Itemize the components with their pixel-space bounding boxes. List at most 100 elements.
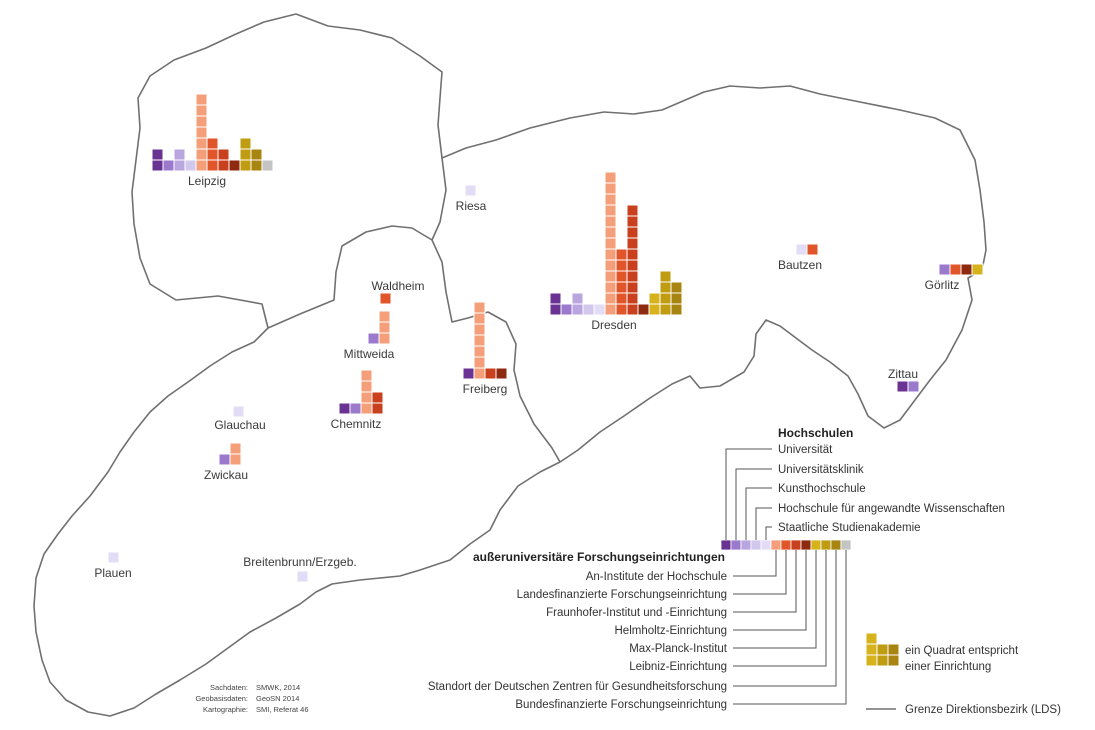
institution-square xyxy=(626,292,639,305)
institution-square xyxy=(378,321,391,334)
legend-item-label: Helmholtz-Einrichtung xyxy=(615,625,728,637)
institution-square xyxy=(107,551,120,564)
city-cluster xyxy=(296,570,309,583)
institution-square xyxy=(604,193,617,206)
city-label: Plauen xyxy=(94,566,131,580)
institution-square xyxy=(371,391,384,404)
institution-square xyxy=(648,292,661,305)
institution-square xyxy=(250,159,263,172)
institution-square xyxy=(604,303,617,316)
institution-square xyxy=(484,367,497,380)
legend-item-label: Staatliche Studienakademie xyxy=(778,522,921,534)
institution-square xyxy=(229,453,242,466)
district-borders xyxy=(33,13,987,717)
city-labels: Leipzig Riesa Dresden Bautzen Görlitz Zittau W… xyxy=(94,174,959,580)
institution-square xyxy=(626,248,639,261)
city-label: Görlitz xyxy=(925,278,960,292)
legend-swatch xyxy=(810,539,822,551)
city-label: Riesa xyxy=(456,199,487,213)
institution-square xyxy=(195,126,208,139)
institution-square xyxy=(239,148,252,161)
institution-square xyxy=(659,281,672,294)
institution-square xyxy=(615,303,628,316)
institution-square xyxy=(360,369,373,382)
city-cluster xyxy=(151,93,274,172)
institution-square xyxy=(239,137,252,150)
city-cluster xyxy=(218,442,242,466)
legend-leader xyxy=(733,550,777,577)
institution-square xyxy=(250,148,263,161)
city-label: Waldheim xyxy=(372,279,425,293)
legend-quadrat-line1: ein Quadrat entspricht xyxy=(905,645,1019,657)
institution-square xyxy=(296,570,309,583)
institution-square xyxy=(626,204,639,217)
institution-square xyxy=(659,270,672,283)
legend-leader xyxy=(745,487,772,540)
institution-square xyxy=(604,237,617,250)
institution-square xyxy=(795,243,808,256)
legend-example-square xyxy=(887,643,900,656)
institution-square xyxy=(473,312,486,325)
legend-example-square xyxy=(865,632,878,645)
legend-item-label: Standort der Deutschen Zentren für Gesun… xyxy=(428,681,727,693)
institution-square xyxy=(582,303,595,316)
city-cluster xyxy=(367,310,391,345)
city-cluster xyxy=(232,405,245,418)
institution-square xyxy=(229,442,242,455)
legend-swatch xyxy=(720,539,732,551)
institution-square xyxy=(604,270,617,283)
institution-square xyxy=(593,303,606,316)
legend-leader xyxy=(765,526,772,540)
city-label: Zwickau xyxy=(204,468,248,482)
institution-square xyxy=(626,281,639,294)
city-cluster xyxy=(379,292,392,305)
district-border-dresden xyxy=(431,239,561,463)
institution-square xyxy=(217,148,230,161)
city-label: Leipzig xyxy=(188,174,226,188)
institution-square xyxy=(604,226,617,239)
institution-square xyxy=(218,453,231,466)
city-label: Mittweida xyxy=(344,347,395,361)
institution-square xyxy=(378,310,391,323)
legend-item-label: Universitätsklinik xyxy=(778,464,864,476)
institution-square xyxy=(462,367,475,380)
city-cluster xyxy=(462,301,508,380)
legend-item-label: Max-Planck-Institut xyxy=(629,643,728,655)
institution-square xyxy=(367,332,380,345)
institution-square xyxy=(206,148,219,161)
source-label: Kartographie: xyxy=(203,705,248,714)
city-cluster xyxy=(464,184,477,197)
institution-square xyxy=(960,263,973,276)
institution-square xyxy=(626,303,639,316)
institution-square xyxy=(626,237,639,250)
city-cluster xyxy=(549,171,683,316)
legend-example-square xyxy=(887,654,900,667)
institution-square xyxy=(371,402,384,415)
institution-square xyxy=(195,137,208,150)
legend-swatch xyxy=(730,539,742,551)
district-border-leipzig xyxy=(267,157,447,329)
legend-item-label: Hochschule für angewandte Wissenschaften xyxy=(778,503,1005,515)
legend-item-label: An-Institute der Hochschule xyxy=(586,571,727,583)
institution-square xyxy=(670,281,683,294)
institution-square xyxy=(173,159,186,172)
institution-square xyxy=(232,405,245,418)
institution-square xyxy=(971,263,984,276)
legend: Hochschulen Universität Universitätsklinik… xyxy=(428,426,1061,716)
institution-square xyxy=(360,402,373,415)
institution-square xyxy=(173,148,186,161)
city-label: Breitenbrunn/Erzgeb. xyxy=(243,555,356,569)
legend-example-square xyxy=(865,654,878,667)
city-cluster xyxy=(938,263,984,276)
legend-leader xyxy=(733,550,837,687)
legend-item-label: Fraunhofer-Institut und -Einrichtung xyxy=(546,607,727,619)
institution-square xyxy=(604,182,617,195)
institution-square xyxy=(473,367,486,380)
institution-square xyxy=(239,159,252,172)
institution-square xyxy=(938,263,951,276)
legend-leader xyxy=(735,468,772,540)
institution-square xyxy=(615,259,628,272)
institution-square xyxy=(261,159,274,172)
